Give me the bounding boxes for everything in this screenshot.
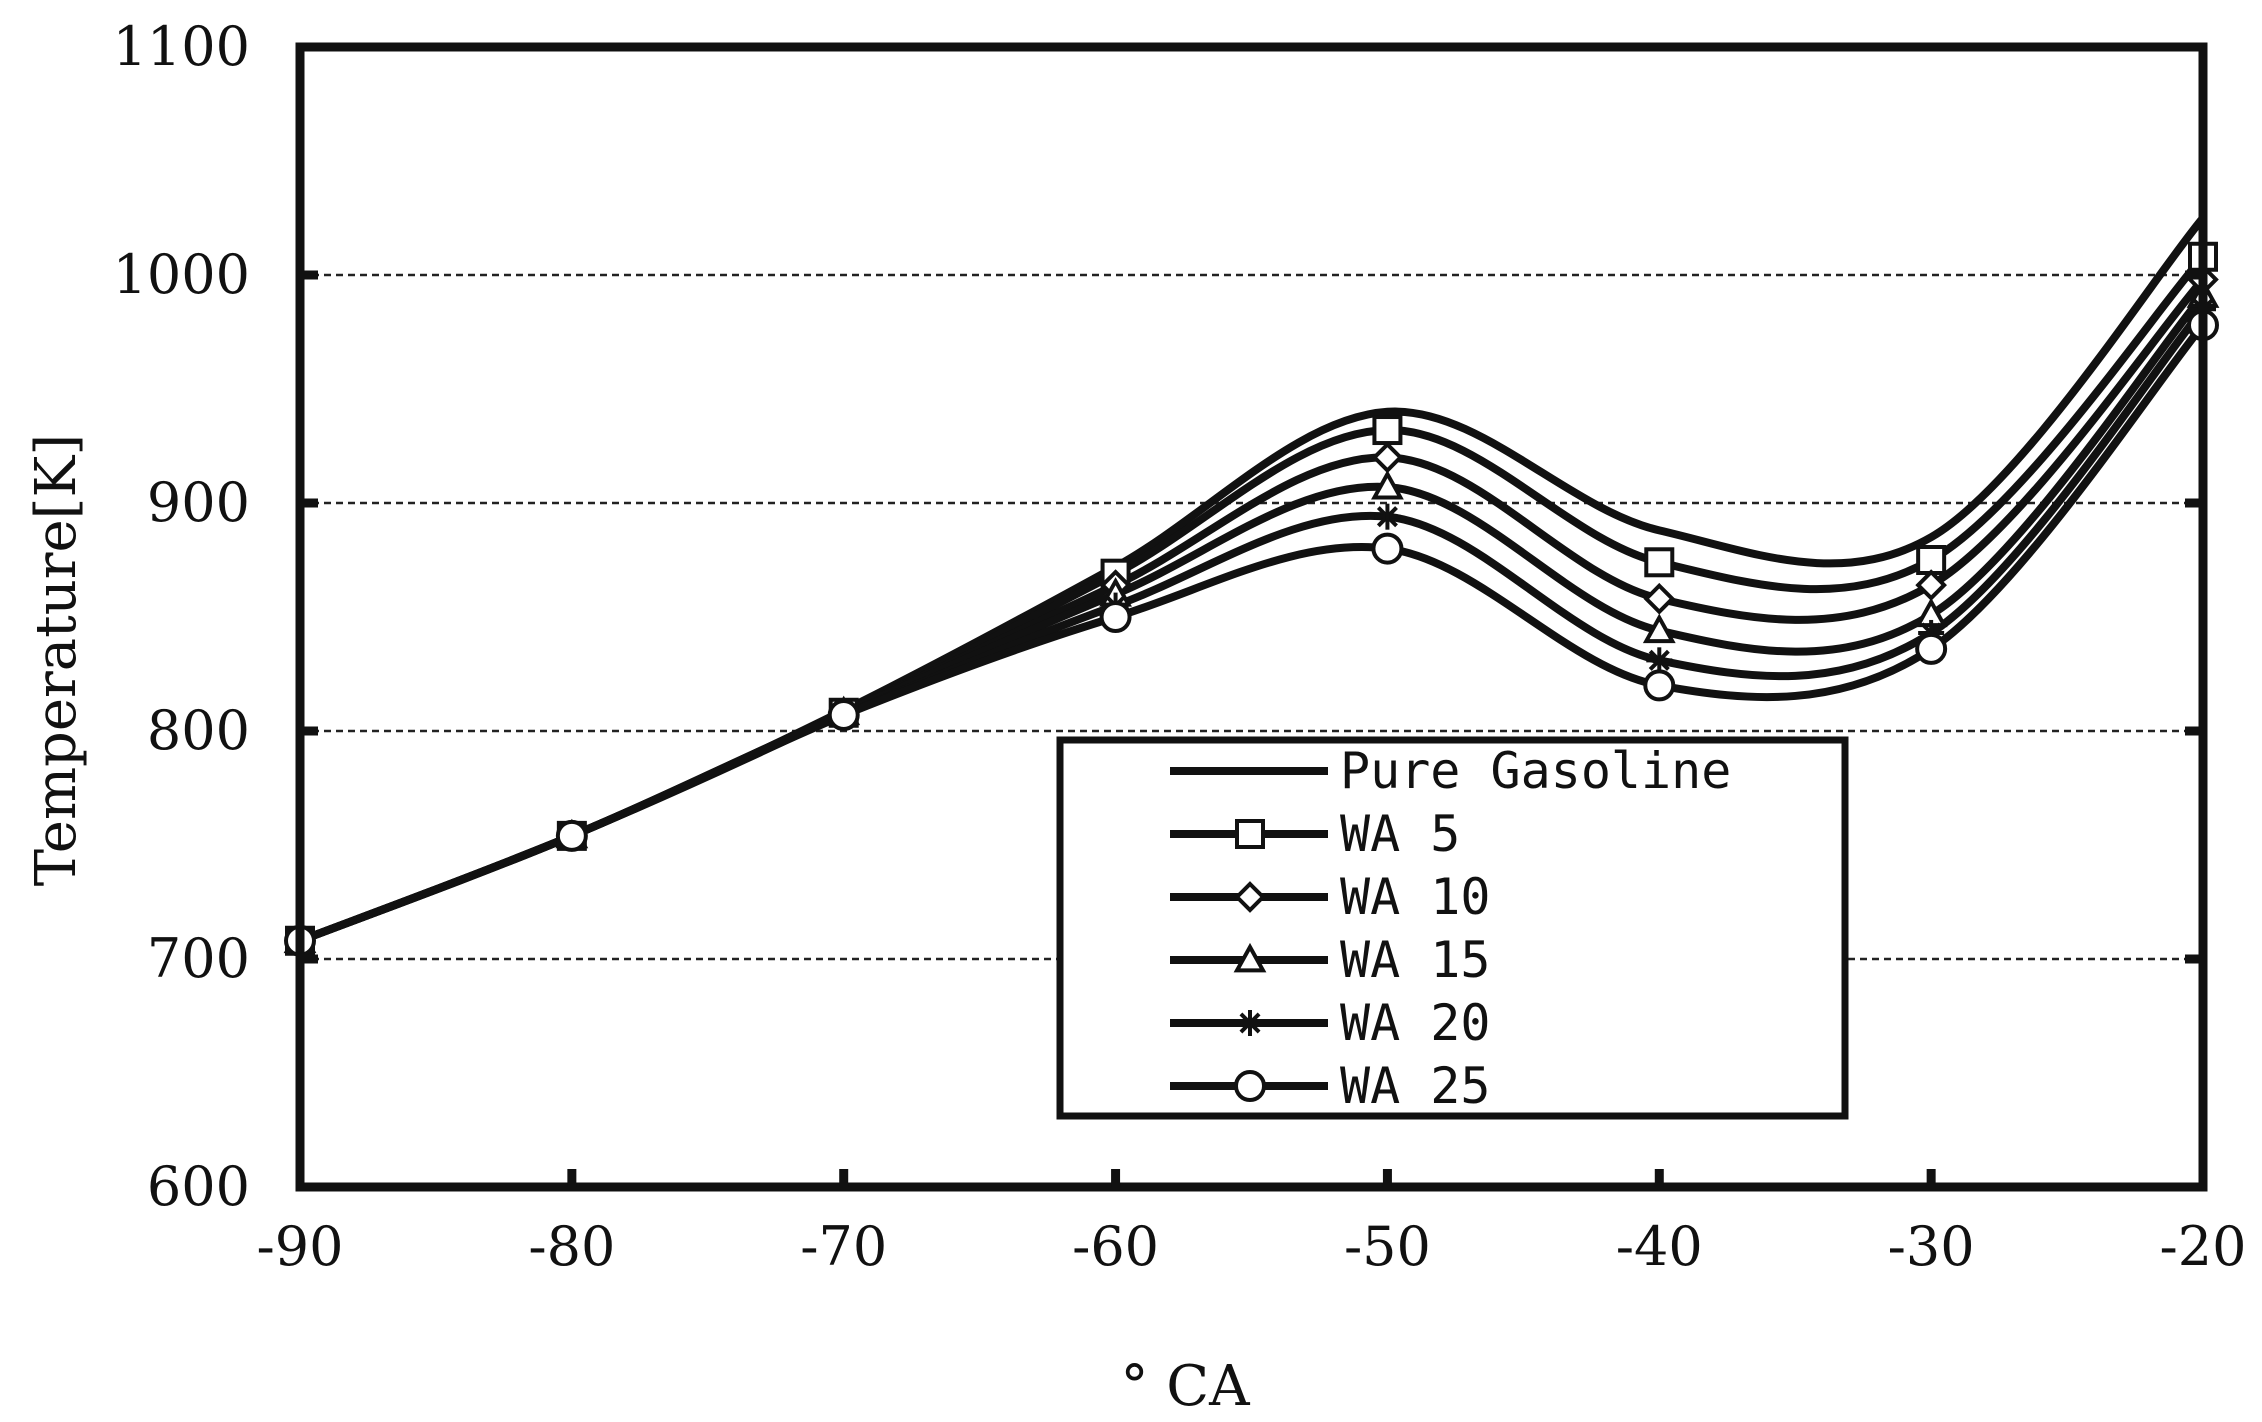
- x-tick-label: -60: [1072, 1215, 1159, 1278]
- legend-marker-triangle: [1233, 942, 1267, 973]
- data-point-circle: [1643, 669, 1676, 702]
- x-axis-label: ° CA: [1120, 1354, 1250, 1419]
- legend-marker-star: [1237, 1010, 1263, 1036]
- legend-marker-square: [1235, 819, 1265, 849]
- data-point-triangle: [1642, 613, 1676, 644]
- data-point-circle: [555, 819, 588, 852]
- x-tick-label: -80: [528, 1215, 615, 1278]
- y-axis-label: Temperature[K]: [24, 434, 89, 886]
- data-point-circle: [1915, 632, 1948, 665]
- legend-box: [1056, 736, 1849, 1120]
- y-tick-label: 800: [147, 699, 250, 762]
- data-point-circle: [1371, 532, 1404, 565]
- y-tick-label: 1000: [113, 243, 250, 306]
- legend-label: WA 20: [1340, 994, 1491, 1052]
- data-point-square: [1916, 545, 1947, 575]
- x-tick-label: -70: [800, 1215, 887, 1278]
- y-tick-label: 1100: [113, 15, 250, 78]
- data-point-triangle: [1371, 469, 1404, 500]
- legend-marker-circle: [1234, 1070, 1266, 1102]
- data-point-star: [1646, 647, 1673, 674]
- legend-label: WA 5: [1340, 805, 1460, 863]
- data-point-star: [1374, 503, 1401, 530]
- x-tick-label: -40: [1616, 1215, 1703, 1278]
- x-tick-label: -20: [2160, 1215, 2247, 1278]
- y-tick-label: 900: [147, 471, 250, 534]
- y-tick-label: 700: [147, 927, 250, 990]
- data-point-diamond: [1371, 441, 1404, 474]
- x-tick-label: -90: [257, 1215, 344, 1278]
- x-tick-label: -30: [1888, 1215, 1975, 1278]
- legend-label: Pure Gasoline: [1340, 742, 1731, 800]
- data-point-square: [1644, 547, 1675, 578]
- plot-frame: [295, 42, 2208, 1192]
- legend-marker-diamond: [1234, 881, 1266, 913]
- y-tick-label: 600: [147, 1155, 250, 1218]
- legend-label: WA 25: [1340, 1057, 1491, 1115]
- legend-label: WA 15: [1340, 931, 1491, 989]
- axis-ticks: 600 700 800 900 1000 1100 -90 -80 -70 -60 -50 -40 -3…: [113, 15, 2247, 1278]
- data-point-diamond: [1643, 582, 1676, 615]
- x-tick-label: -50: [1344, 1215, 1431, 1278]
- data-point-circle: [827, 699, 860, 732]
- legend-label: WA 10: [1340, 868, 1491, 926]
- data-point-circle: [1099, 601, 1132, 633]
- data-point-square: [1372, 415, 1403, 446]
